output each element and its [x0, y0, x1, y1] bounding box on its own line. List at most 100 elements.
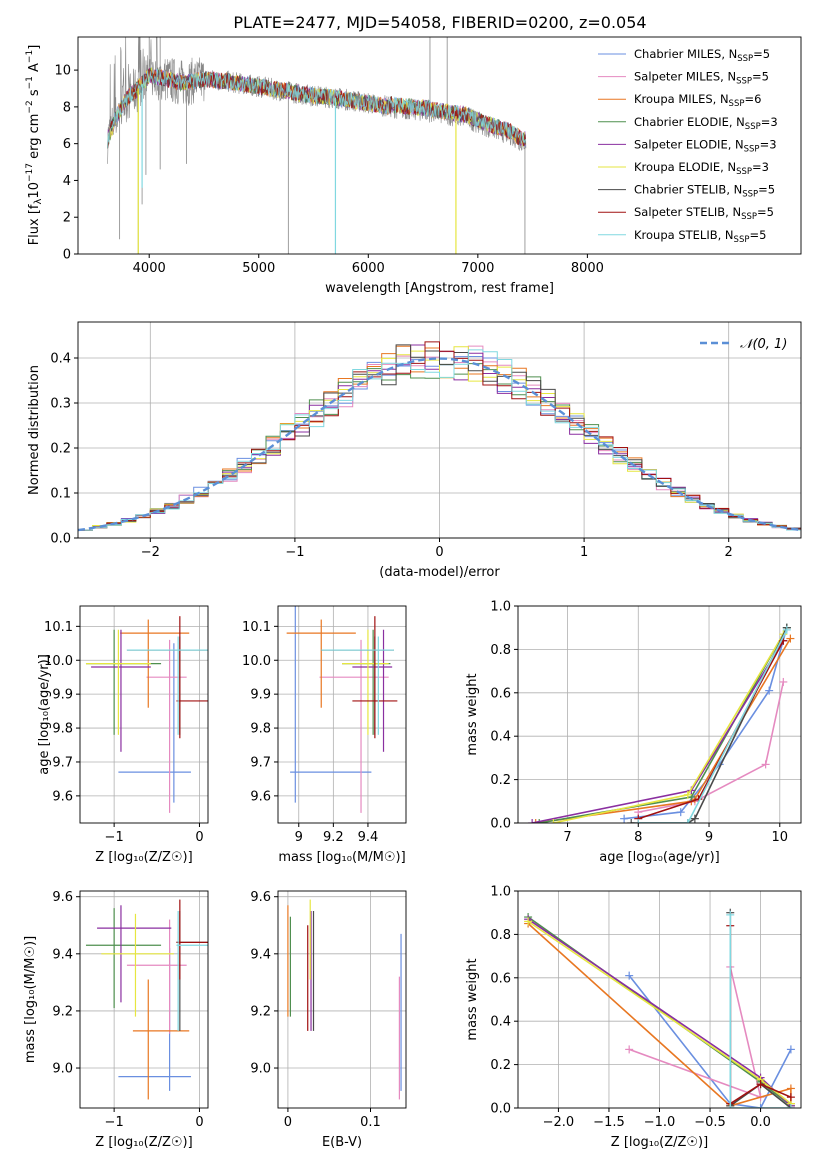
y-tick-label: 4	[63, 174, 71, 189]
weight-series	[638, 681, 785, 813]
y-tick-label: 0.0	[490, 1102, 511, 1117]
x-tick-label: −2.0	[543, 1115, 575, 1130]
y-tick-label: 9.4	[52, 947, 73, 962]
legend-subscript: SSP	[736, 77, 752, 87]
y-tick-label: 9.0	[52, 1062, 73, 1077]
axes-frame	[77, 36, 802, 255]
weight-series	[531, 640, 784, 823]
legend-label: Salpeter STELIB, N	[634, 205, 741, 219]
x-tick-label: 0	[195, 1115, 203, 1130]
legend-subscript: SSP	[745, 122, 761, 132]
legend-label: Kroupa MILES, N	[634, 92, 729, 106]
legend-label: Kroupa ELODIE, N	[634, 160, 736, 174]
y-axis-label: mass weight	[465, 958, 480, 1040]
y-tick-label: 9.2	[250, 1004, 271, 1019]
x-tick-label: −0.5	[694, 1115, 726, 1130]
spectrum-plot	[107, 37, 527, 254]
mass-vs-EBV-plot	[287, 899, 402, 1100]
legend-subscript: SSP	[744, 144, 760, 154]
y-axis-label-part: λ	[33, 198, 44, 204]
y-tick-label: 1.0	[490, 600, 511, 615]
y-tick-label: 2	[63, 211, 71, 226]
legend-subscript: SSP	[736, 167, 752, 177]
y-tick-label: 0.4	[490, 1015, 511, 1030]
y-tick-label: 10.0	[242, 654, 271, 669]
figure-title: PLATE=2477, MJD=54058, FIBERID=0200, z=0…	[233, 13, 646, 32]
x-axis-label: Z [log₁₀(Z/Z☉)]	[611, 1135, 708, 1150]
x-tick-label: 10	[772, 830, 789, 845]
axes-frame	[79, 605, 209, 824]
y-axis-label-part: Flux [f	[27, 204, 42, 245]
legend-tail: =5	[758, 183, 775, 197]
legend-label: Chabrier ELODIE, N	[634, 115, 745, 129]
legend-tail: =5	[757, 205, 774, 219]
normal-curve	[78, 357, 801, 532]
massweight-vs-Z-axes	[514, 890, 802, 1112]
age-vs-mass-plot	[286, 606, 398, 813]
x-axis-label: wavelength [Angstrom, rest frame]	[325, 281, 554, 296]
y-tick-label: 9.4	[250, 947, 271, 962]
x-tick-label: −1	[105, 1115, 124, 1130]
legend-entry: Kroupa MILES, NSSP=6	[634, 92, 761, 109]
y-axis-label: Flux [fλ10−17 erg cm−2 s−1 A−1]	[25, 45, 44, 246]
legend-tail: =3	[760, 137, 777, 151]
x-tick-label: 9.4	[358, 830, 379, 845]
y-tick-label: 0	[63, 248, 71, 263]
x-tick-label: 2	[725, 545, 733, 560]
y-axis-label-part: −1	[25, 50, 35, 63]
y-tick-label: 0.8	[490, 928, 511, 943]
x-tick-label: 0	[195, 830, 203, 845]
x-tick-label: 0.0	[750, 1115, 771, 1130]
legend-entry: Kroupa STELIB, NSSP=5	[634, 228, 766, 245]
x-tick-label: 9.2	[323, 830, 344, 845]
axes-frame	[277, 605, 407, 824]
x-tick-label: 5000	[242, 261, 275, 276]
y-tick-label: 0.2	[490, 773, 511, 788]
legend-label: Salpeter MILES, N	[634, 70, 736, 84]
y-tick-label: 9.8	[250, 722, 271, 737]
legend-subscript: SSP	[737, 54, 753, 64]
x-tick-label: 6000	[352, 261, 385, 276]
x-axis-label: (data-model)/error	[379, 565, 500, 580]
axes-frame	[517, 605, 802, 824]
weight-series	[638, 640, 785, 820]
legend-entry: Chabrier STELIB, NSSP=5	[634, 183, 775, 200]
y-tick-label: 6	[63, 137, 71, 152]
y-axis-label: mass weight	[465, 673, 480, 755]
legend-tail: =5	[752, 70, 769, 84]
x-tick-label: 9	[295, 830, 303, 845]
y-tick-label: 10.1	[44, 620, 73, 635]
x-tick-label: 0.1	[360, 1115, 381, 1130]
legend-subscript: SSP	[729, 99, 745, 109]
age-vs-Z-plot	[85, 616, 208, 813]
y-tick-label: 9.6	[250, 789, 271, 804]
legend-entry: Salpeter MILES, NSSP=5	[634, 70, 769, 87]
x-tick-label: 7	[563, 830, 571, 845]
legend-label: Kroupa STELIB, N	[634, 228, 734, 242]
y-axis-label: mass [log₁₀(M/M☉)]	[23, 936, 38, 1063]
legend-entry: Salpeter ELODIE, NSSP=3	[634, 137, 777, 154]
y-tick-label: 0.0	[490, 817, 511, 832]
y-tick-label: 9.9	[52, 688, 73, 703]
legend-entry: Chabrier ELODIE, NSSP=3	[634, 115, 778, 132]
y-tick-label: 9.6	[52, 890, 73, 905]
y-axis-label: Normed distribution	[27, 365, 42, 495]
legend-subscript: SSP	[741, 212, 757, 222]
y-tick-label: 9.8	[52, 722, 73, 737]
y-tick-label: 0.4	[490, 730, 511, 745]
y-axis-label-part: −17	[25, 163, 35, 182]
x-tick-label: 8000	[571, 261, 604, 276]
y-axis-label-part: erg cm	[27, 114, 42, 163]
x-tick-label: 9	[705, 830, 713, 845]
legend-tail: =3	[752, 160, 769, 174]
model-fit-line	[107, 69, 526, 149]
weight-series	[631, 627, 788, 823]
residual-histogram-axes	[74, 321, 802, 542]
axes-frame	[79, 890, 209, 1109]
x-axis-label: Z [log₁₀(Z/Z☉)]	[95, 850, 192, 865]
x-tick-label: 8	[634, 830, 642, 845]
y-axis-label-part: s	[27, 89, 42, 100]
y-tick-label: 0.0	[50, 532, 71, 547]
legend-tail: =6	[744, 92, 761, 106]
y-tick-label: 9.9	[250, 688, 271, 703]
